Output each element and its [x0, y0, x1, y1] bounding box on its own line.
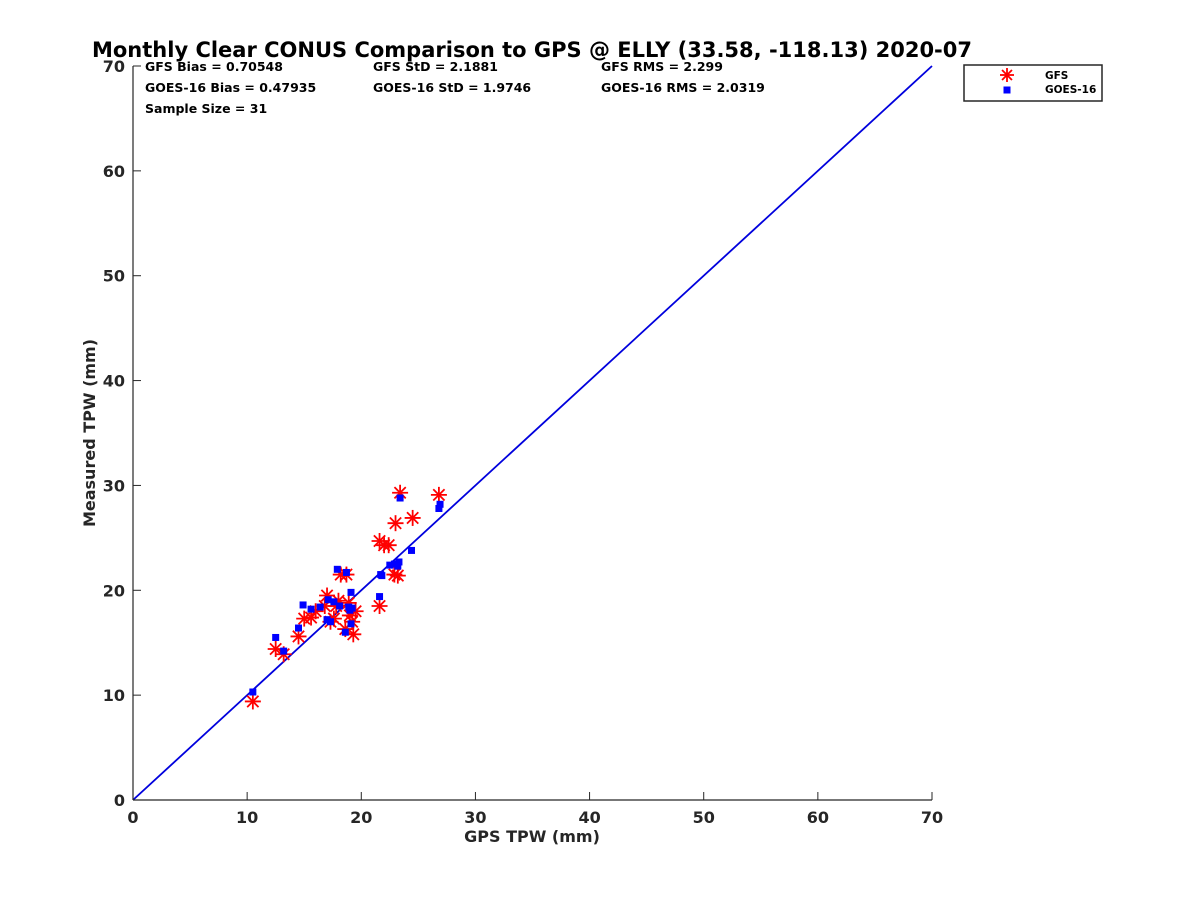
goes-point — [378, 572, 386, 580]
y-tick-label: 40 — [103, 372, 125, 391]
goes-point — [330, 598, 338, 606]
legend: GFS GOES-16 — [963, 64, 1103, 102]
goes-point — [386, 561, 394, 569]
goes-point — [272, 633, 280, 641]
legend-goes-label: GOES-16 — [1045, 84, 1096, 96]
y-tick-label: 50 — [103, 267, 125, 286]
goes-point — [323, 616, 331, 624]
goes-point — [341, 628, 349, 636]
gfs-point — [389, 567, 406, 584]
stat-goes-bias: GOES-16 Bias = 0.47935 — [145, 80, 316, 95]
legend-gfs-asterisk-icon — [1000, 68, 1014, 82]
reference-line — [132, 65, 933, 801]
stat-gfs-std: GFS StD = 2.1881 — [373, 59, 498, 74]
goes-point — [333, 565, 341, 573]
x-tick-label: 30 — [464, 808, 486, 827]
y-axis-ticks: 0 10 20 30 40 50 60 70 — [103, 57, 141, 810]
goes-point — [295, 624, 303, 632]
y-tick-label: 60 — [103, 162, 125, 181]
gfs-point — [430, 486, 447, 503]
goes-point — [347, 588, 355, 596]
chart-title: Monthly Clear CONUS Comparison to GPS @ … — [92, 38, 972, 62]
goes-point — [396, 494, 404, 502]
y-axis-label: Measured TPW (mm) — [80, 339, 99, 527]
reference-line-group — [132, 65, 933, 801]
y-tick-label: 20 — [103, 581, 125, 600]
gfs-point — [380, 537, 397, 554]
goes-series — [249, 494, 444, 696]
y-tick-label: 30 — [103, 476, 125, 495]
goes-point — [249, 688, 257, 696]
gfs-point — [387, 515, 404, 532]
goes-point — [347, 620, 355, 628]
y-tick-label: 0 — [114, 791, 125, 810]
legend-gfs-asterisk — [1000, 68, 1014, 82]
goes-point — [342, 568, 350, 576]
goes-point — [324, 596, 332, 604]
plot-area — [132, 65, 933, 801]
stat-gfs-bias: GFS Bias = 0.70548 — [145, 59, 283, 74]
goes-point — [395, 558, 403, 566]
goes-point — [346, 606, 354, 614]
x-tick-label: 50 — [693, 808, 715, 827]
goes-point — [299, 601, 307, 609]
gfs-point — [244, 693, 261, 710]
x-tick-label: 20 — [350, 808, 372, 827]
goes-point — [408, 546, 416, 554]
gfs-point — [371, 598, 388, 615]
x-tick-label: 10 — [236, 808, 258, 827]
x-tick-label: 40 — [578, 808, 600, 827]
y-tick-label: 70 — [103, 57, 125, 76]
y-tick-label: 10 — [103, 686, 125, 705]
goes-point — [394, 562, 402, 570]
gfs-point — [392, 484, 409, 501]
axis-lines — [132, 66, 932, 801]
legend-goes-square-icon — [1003, 86, 1011, 94]
gfs-point — [404, 509, 421, 526]
legend-gfs-label: GFS — [1045, 70, 1068, 82]
x-tick-label: 0 — [127, 808, 138, 827]
goes-point — [436, 500, 444, 508]
goes-point — [316, 603, 324, 611]
stat-goes-rms: GOES-16 RMS = 2.0319 — [601, 80, 765, 95]
x-tick-label: 60 — [807, 808, 829, 827]
stats-block: GFS Bias = 0.70548 GOES-16 Bias = 0.4793… — [145, 59, 765, 116]
legend-goes-square — [1003, 86, 1011, 94]
legend-box — [963, 64, 1103, 102]
goes-point — [336, 602, 344, 610]
x-tick-label: 70 — [921, 808, 943, 827]
goes-point — [280, 647, 288, 655]
goes-point — [376, 593, 384, 601]
goes-point — [435, 504, 443, 512]
stat-goes-std: GOES-16 StD = 1.9746 — [373, 80, 531, 95]
x-axis-ticks: 0 10 20 30 40 50 60 70 — [127, 792, 943, 827]
stat-gfs-rms: GFS RMS = 2.299 — [601, 59, 723, 74]
x-axis-label: GPS TPW (mm) — [464, 827, 600, 846]
goes-point — [307, 605, 315, 613]
stat-sample-size: Sample Size = 31 — [145, 101, 267, 116]
